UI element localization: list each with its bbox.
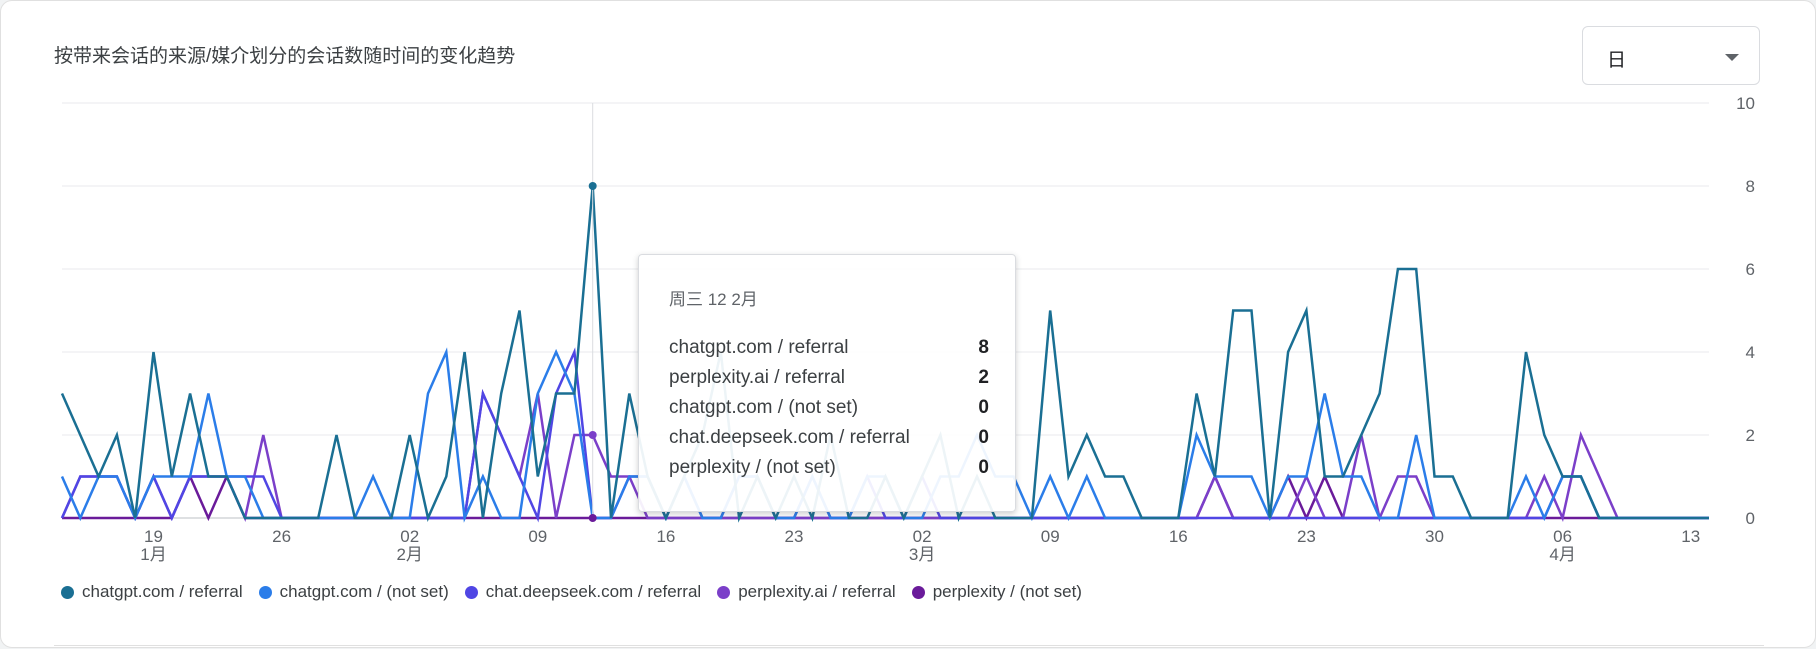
x-tick-month-label: 2月 [396, 545, 422, 564]
x-tick-label: 02 [400, 527, 419, 546]
legend-dot-icon [464, 585, 478, 599]
y-tick-label: 0 [1746, 509, 1755, 528]
tooltip-row-value: 0 [978, 427, 989, 448]
legend-item[interactable]: chatgpt.com / referral [61, 582, 243, 602]
legend-label: perplexity.ai / referral [738, 582, 896, 601]
legend-label: chatgpt.com / (not set) [279, 582, 449, 601]
tooltip-row-label: perplexity / (not set) [669, 457, 836, 478]
x-tick-label: 26 [272, 527, 291, 546]
legend-dot-icon [911, 585, 925, 599]
legend-dot-icon [258, 585, 272, 599]
x-tick-label: 23 [785, 527, 804, 546]
legend-item[interactable]: perplexity.ai / referral [717, 582, 896, 602]
y-tick-label: 8 [1746, 177, 1755, 196]
legend-dot-icon [61, 585, 74, 599]
hover-indicator [588, 103, 597, 522]
chevron-down-icon [1725, 54, 1739, 61]
tooltip-date: 周三 12 2月 [669, 290, 758, 309]
x-tick-label: 23 [1297, 527, 1316, 546]
tooltip-row: chatgpt.com / referral 8 [669, 337, 989, 359]
tooltip-row-label: perplexity.ai / referral [669, 367, 845, 388]
tooltip-row-label: chatgpt.com / referral [669, 337, 849, 358]
x-tick-label: 02 [913, 527, 932, 546]
tooltip-row-value: 0 [978, 397, 989, 418]
divider [54, 645, 1764, 646]
legend-label: chat.deepseek.com / referral [485, 582, 702, 601]
tooltip-row: perplexity.ai / referral 2 [669, 367, 989, 389]
legend-item[interactable]: chatgpt.com / (not set) [258, 582, 449, 602]
x-tick-label: 09 [1041, 527, 1060, 546]
legend-dot-icon [717, 585, 731, 599]
chart-title: 按带来会话的来源/媒介划分的会话数随时间的变化趋势 [54, 46, 516, 67]
granularity-select[interactable]: 日 [1582, 26, 1760, 85]
x-tick-label: 30 [1425, 527, 1444, 546]
tooltip-row-value: 2 [978, 367, 989, 388]
y-tick-label: 10 [1736, 94, 1755, 113]
hover-point [588, 514, 597, 522]
tooltip-row: perplexity / (not set) 0 [669, 457, 989, 479]
x-tick-label: 16 [656, 527, 675, 546]
legend-item[interactable]: chat.deepseek.com / referral [464, 582, 702, 602]
legend-label: perplexity / (not set) [932, 582, 1082, 601]
x-tick-label: 13 [1681, 527, 1700, 546]
x-tick-month-label: 4月 [1549, 545, 1575, 564]
legend-label: chatgpt.com / referral [82, 582, 243, 601]
tooltip-row-label: chatgpt.com / (not set) [669, 397, 859, 418]
x-tick-label: 16 [1169, 527, 1188, 546]
y-tick-label: 2 [1746, 426, 1755, 445]
x-tick-label: 19 [144, 527, 163, 546]
x-tick-month-label: 3月 [909, 545, 935, 564]
legend-item[interactable]: perplexity / (not set) [911, 582, 1082, 602]
tooltip-row: chatgpt.com / (not set) 0 [669, 397, 989, 419]
hover-point [588, 431, 597, 439]
x-tick-label: 06 [1553, 527, 1572, 546]
tooltip-row-value: 8 [978, 337, 989, 358]
y-axis-ticks: 10 8 6 4 2 0 [1736, 94, 1755, 528]
y-tick-label: 6 [1746, 260, 1755, 279]
granularity-value: 日 [1607, 50, 1627, 71]
x-tick-label: 09 [528, 527, 547, 546]
tooltip-row-value: 0 [978, 457, 989, 478]
y-tick-label: 4 [1746, 343, 1755, 362]
chart-tooltip: 周三 12 2月 chatgpt.com / referral 8 perple… [638, 254, 1016, 512]
tooltip-row: chat.deepseek.com / referral 0 [669, 427, 989, 449]
chart-legend: chatgpt.com / referral chatgpt.com / (not… [61, 582, 1098, 602]
tooltip-row-label: chat.deepseek.com / referral [669, 427, 910, 448]
hover-point [588, 182, 597, 190]
x-tick-month-label: 1月 [140, 545, 166, 564]
